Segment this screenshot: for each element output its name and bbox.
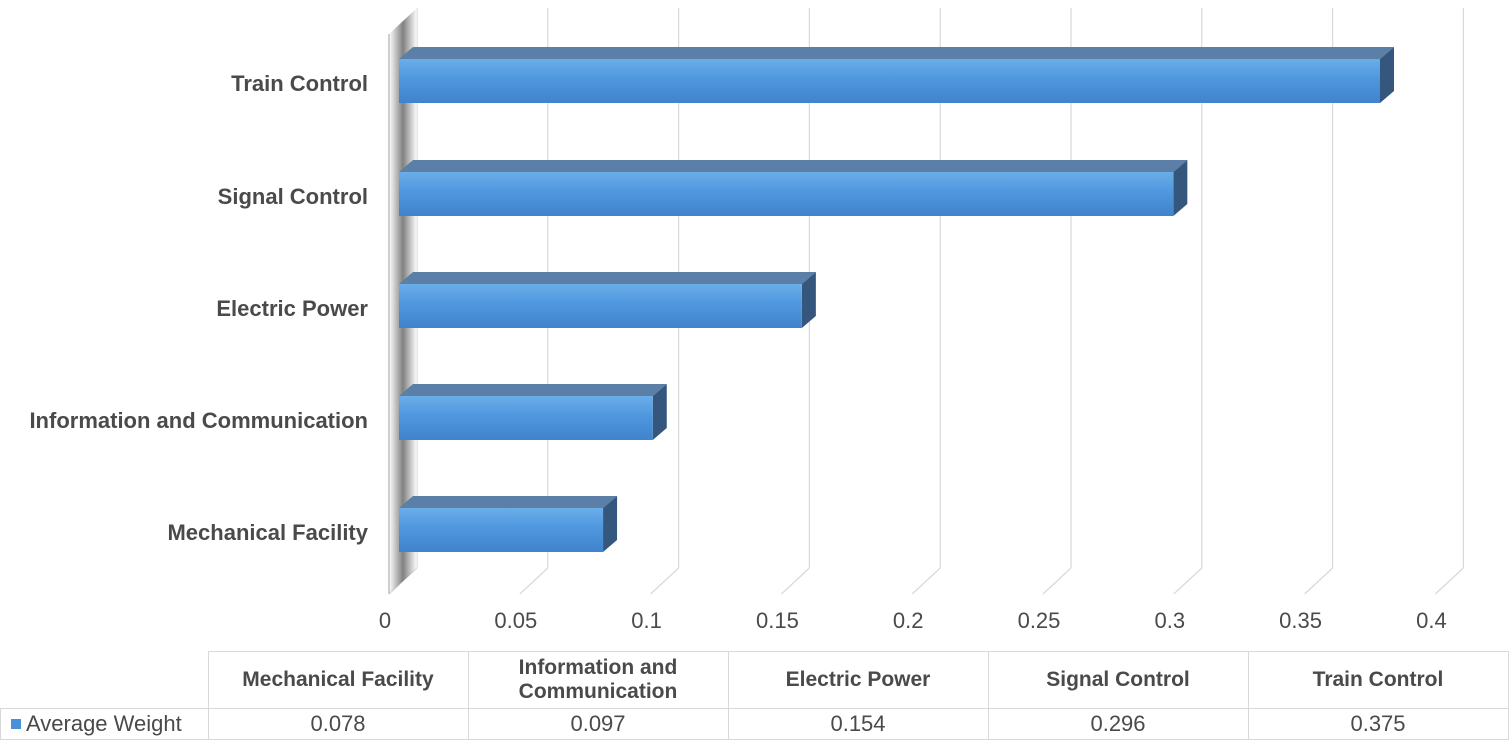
category-label: Mechanical Facility bbox=[167, 520, 368, 545]
bar-front bbox=[399, 284, 802, 328]
gridline-floor bbox=[1304, 567, 1334, 595]
x-tick-label: 0.3 bbox=[1155, 608, 1186, 633]
table-value: 0.078 bbox=[207, 708, 469, 740]
table-header-signal-control: Signal Control bbox=[987, 651, 1249, 709]
bar bbox=[399, 384, 667, 440]
gridline-floor bbox=[1434, 567, 1464, 595]
bar-top bbox=[399, 47, 1394, 59]
category-label: Electric Power bbox=[216, 296, 368, 321]
category-label: Information and Communication bbox=[29, 408, 368, 433]
table-value: 0.097 bbox=[467, 708, 729, 740]
category-labels: Mechanical Facility Information and Commu… bbox=[29, 71, 368, 545]
bar bbox=[399, 47, 1394, 103]
table-value: 0.296 bbox=[987, 708, 1249, 740]
bar-chart: Mechanical Facility Information and Commu… bbox=[29, 8, 1465, 633]
gridline-floor bbox=[1173, 567, 1203, 595]
bars bbox=[399, 47, 1394, 552]
x-tick-labels: 0 0.05 0.1 0.15 0.2 0.25 0.3 0.35 0.4 bbox=[379, 608, 1447, 633]
bar-side bbox=[652, 384, 667, 440]
legend-entry: Average Weight bbox=[0, 708, 209, 740]
category-label: Signal Control bbox=[218, 184, 368, 209]
bar-side bbox=[603, 496, 618, 552]
table-header-mechanical-facility: Mechanical Facility bbox=[207, 651, 469, 709]
bar-side bbox=[1173, 160, 1188, 216]
gridline-floor bbox=[911, 567, 941, 595]
legend-key-icon bbox=[11, 719, 21, 730]
x-tick-label: 0.2 bbox=[893, 608, 924, 633]
bar-side bbox=[1380, 47, 1394, 103]
x-tick-label: 0.1 bbox=[631, 608, 662, 633]
table-value: 0.154 bbox=[727, 708, 989, 740]
x-tick-label: 0.05 bbox=[494, 608, 537, 633]
x-tick-label: 0.25 bbox=[1018, 608, 1061, 633]
table-header-train-control: Train Control bbox=[1247, 651, 1509, 709]
bar-front bbox=[399, 396, 653, 440]
x-tick-label: 0 bbox=[379, 608, 391, 633]
table-corner bbox=[0, 651, 209, 709]
bar-top bbox=[399, 160, 1188, 172]
bar-top bbox=[399, 496, 618, 508]
table-value: 0.375 bbox=[1247, 708, 1509, 740]
table-header-information-and-communication: Information and Communication bbox=[467, 651, 729, 709]
gridline-floor bbox=[780, 567, 810, 595]
bar-front bbox=[399, 508, 604, 552]
gridline-floor bbox=[1042, 567, 1072, 595]
bar-top bbox=[399, 384, 667, 396]
bar bbox=[399, 160, 1188, 216]
bar-top bbox=[399, 272, 816, 284]
category-label: Train Control bbox=[231, 71, 368, 96]
gridline-floor bbox=[650, 567, 680, 595]
x-tick-label: 0.4 bbox=[1416, 608, 1447, 633]
x-tick-label: 0.15 bbox=[756, 608, 799, 633]
bar-front bbox=[399, 172, 1174, 216]
bar-side bbox=[801, 272, 816, 328]
bar bbox=[399, 272, 816, 328]
x-tick-label: 0.35 bbox=[1279, 608, 1322, 633]
data-table: Mechanical Facility Information and Comm… bbox=[0, 651, 1509, 740]
bar-front bbox=[399, 59, 1380, 103]
bar bbox=[399, 496, 618, 552]
series-name: Average Weight bbox=[26, 711, 182, 736]
table-header-electric-power: Electric Power bbox=[727, 651, 989, 709]
gridline-floor bbox=[519, 567, 549, 595]
